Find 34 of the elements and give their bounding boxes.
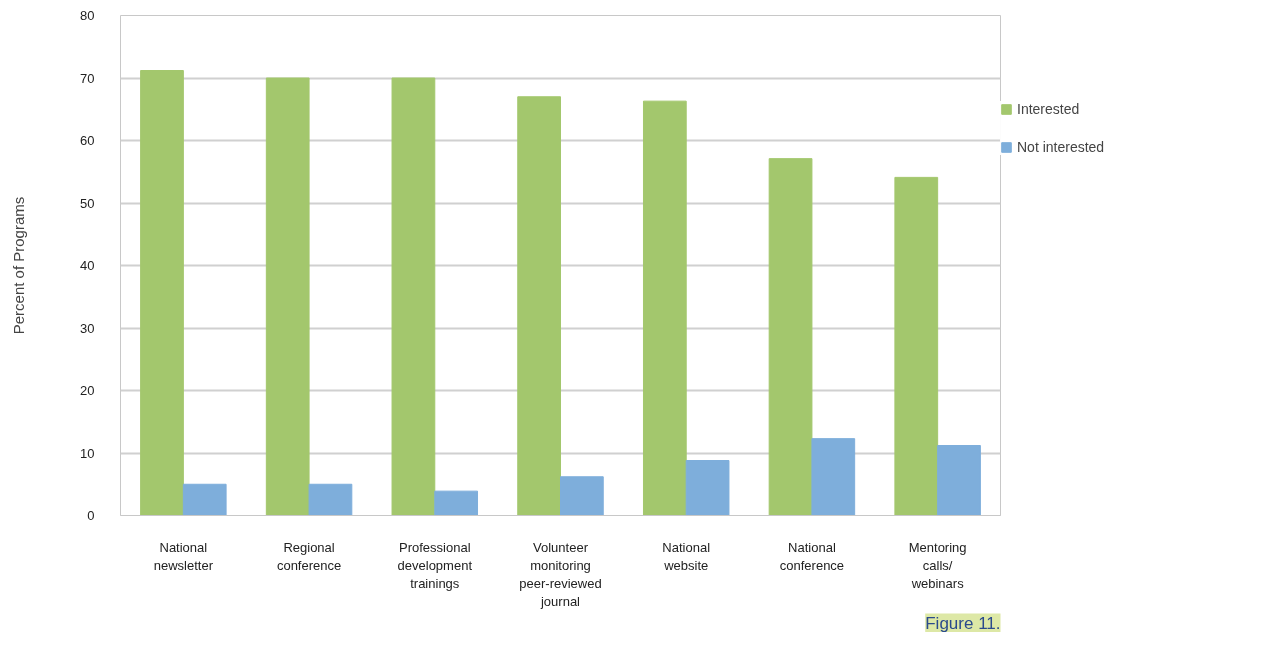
bar (517, 96, 561, 516)
x-tick-label: National newsletter (153, 539, 214, 573)
y-tick-label: 30 (80, 320, 95, 336)
bar (894, 176, 939, 516)
bar (434, 490, 479, 516)
legend-label: Interested (1017, 101, 1080, 117)
bar (560, 476, 604, 516)
bar (308, 483, 353, 516)
x-tick-label: Regional conference (276, 539, 342, 573)
y-tick-label: 60 (80, 133, 95, 148)
legend-label: Not interested (1017, 139, 1105, 155)
y-tick-label: 50 (80, 195, 95, 211)
bar (937, 445, 981, 516)
bar (685, 460, 730, 516)
y-tick-label: 0 (87, 508, 95, 523)
x-tick-label: National conference (779, 539, 845, 573)
y-tick-label: 10 (80, 445, 95, 461)
caption: Figure 11. (925, 613, 1001, 633)
y-tick-label: 80 (80, 8, 95, 23)
bar (265, 77, 310, 516)
bar (811, 438, 856, 516)
x-tick-label: Mentoring calls/ webinars (908, 539, 967, 591)
y-axis-title: Percent of Programs (10, 196, 28, 335)
y-tick-label: 40 (80, 258, 95, 273)
y-tick-label: 70 (80, 70, 95, 86)
bar (768, 158, 813, 516)
y-tick-label: 20 (80, 383, 95, 398)
bar (642, 100, 687, 516)
x-tick-label: Professional development trainings (397, 539, 473, 591)
bar (182, 483, 227, 516)
bar (140, 70, 184, 516)
bar (391, 77, 436, 516)
x-tick-label: Volunteer monitoring peer-reviewed journal (519, 539, 602, 609)
x-tick-label: National website (662, 539, 711, 573)
